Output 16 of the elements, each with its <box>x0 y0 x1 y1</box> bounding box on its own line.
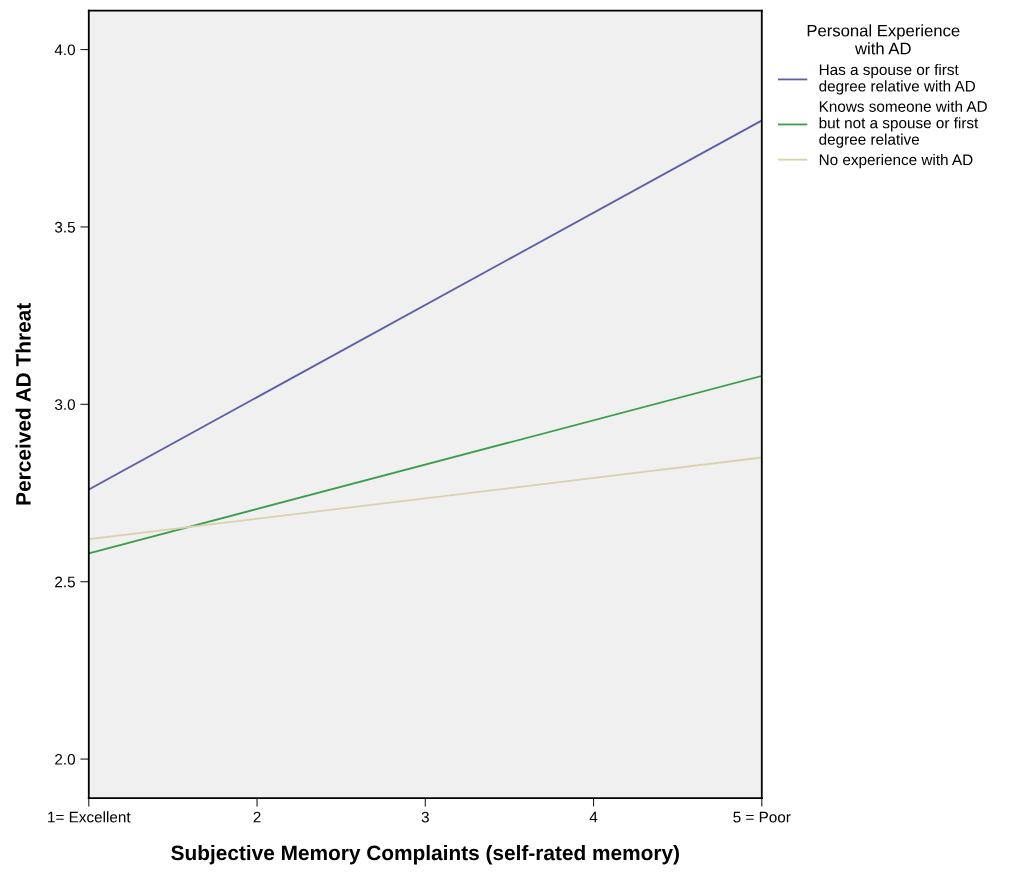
legend-label: No experience with AD <box>819 153 973 169</box>
x-tick-label: 3 <box>421 811 429 823</box>
x-tick-label: 5 = Poor <box>733 811 791 823</box>
legend-label: Knows someone with AD but not a spouse or first degree relative <box>819 100 987 148</box>
x-tick-label: 1= Excellent <box>48 811 131 823</box>
y-tick-label: 2.0 <box>55 753 75 765</box>
legend-title: Personal Experience with AD <box>807 24 960 55</box>
y-axis-title: Perceived AD Threat <box>15 303 31 505</box>
y-tick-label: 3.0 <box>54 399 75 411</box>
y-tick-label: 2.5 <box>55 576 75 588</box>
legend-label: Has a spouse or first degree relative with AD <box>819 63 976 95</box>
x-tick-label: 4 <box>589 811 598 823</box>
y-tick-label: 3.5 <box>54 221 75 233</box>
y-tick-label: 4.0 <box>54 44 75 56</box>
x-tick-label: 2 <box>253 811 261 823</box>
x-axis-title: Subjective Memory Complaints (self-rated memory) <box>171 844 679 865</box>
